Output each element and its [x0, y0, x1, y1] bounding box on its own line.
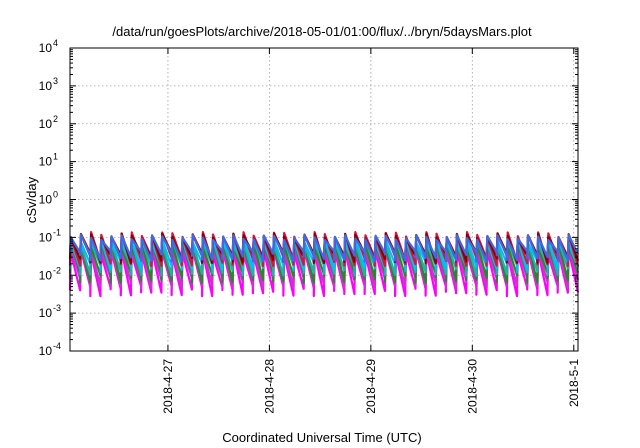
series-group: [68, 230, 580, 298]
y-tick-label: 10: [39, 230, 53, 244]
y-tick-label: 10: [39, 193, 53, 207]
y-tick-exponent: 3: [53, 76, 58, 86]
y-tick-label: 10: [39, 268, 53, 282]
y-tick-label: 10: [39, 306, 53, 320]
grid: [70, 48, 578, 351]
x-tick-label: 2018-5-1: [567, 359, 581, 407]
y-tick-label: 10: [39, 79, 53, 93]
x-tick-label: 2018-4-30: [465, 359, 479, 414]
y-tick-exponent: -3: [53, 303, 61, 313]
x-axis-label: Coordinated Universal Time (UTC): [222, 430, 421, 445]
series-line: [68, 249, 580, 298]
series-line: [68, 236, 580, 271]
y-tick-exponent: -1: [53, 227, 61, 237]
series-line: [68, 233, 579, 263]
y-tick-exponent: -4: [53, 341, 61, 351]
x-tick-label: 2018-4-28: [262, 359, 276, 414]
y-axis-label: cSv/day: [24, 176, 39, 223]
y-tick-label: 10: [39, 117, 53, 131]
y-tick-exponent: 1: [53, 152, 58, 162]
y-tick-exponent: 0: [53, 190, 58, 200]
y-tick-label: 10: [39, 155, 53, 169]
ticks: [70, 47, 578, 352]
y-tick-exponent: 4: [53, 38, 58, 48]
y-tick-label: 10: [39, 344, 53, 358]
x-tick-labels: 2018-4-27 2018-4-28 2018-4-29 2018-4-30 2018…: [161, 359, 581, 414]
series-line: [68, 245, 580, 290]
y-tick-exponent: 2: [53, 114, 58, 124]
x-tick-label: 2018-4-27: [161, 359, 175, 414]
x-tick-label: 2018-4-29: [364, 359, 378, 414]
chart-title: /data/run/goesPlots/archive/2018-05-01/0…: [112, 24, 532, 39]
y-tick-exponent: -2: [53, 265, 61, 275]
y-tick-label: 10: [39, 41, 53, 55]
